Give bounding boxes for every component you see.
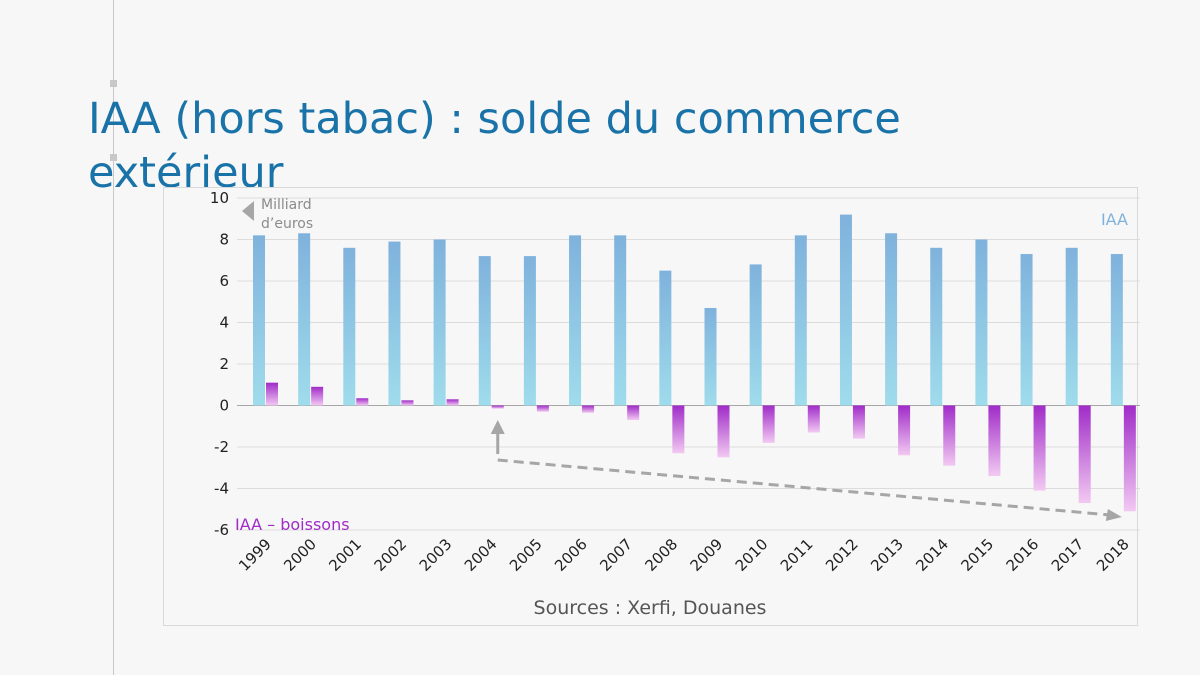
- x-tick-label: 2003: [416, 535, 456, 575]
- bar-iaa: [523, 256, 536, 406]
- x-tick-label: 1999: [235, 535, 275, 575]
- bar-boissons: [898, 405, 911, 456]
- bar-boissons: [852, 405, 865, 439]
- x-tick-label: 2008: [641, 535, 681, 575]
- bar-boissons: [491, 405, 504, 409]
- bar-iaa: [839, 214, 852, 406]
- bar-iaa: [749, 264, 762, 406]
- arrow-up-icon: [490, 420, 505, 434]
- x-tick-label: 2016: [1003, 535, 1043, 575]
- x-tick-label: 2014: [912, 535, 952, 575]
- y-tick-label: 6: [219, 272, 229, 290]
- x-tick-label: 2015: [957, 535, 997, 575]
- bar-iaa: [253, 235, 265, 406]
- bar-iaa: [343, 247, 356, 406]
- series-label-boissons: IAA – boissons: [235, 515, 350, 534]
- x-tick-label: 2018: [1093, 535, 1133, 575]
- bar-iaa: [614, 235, 627, 406]
- bar-iaa: [1020, 254, 1033, 406]
- bar-iaa: [298, 233, 311, 406]
- bar-boissons: [582, 405, 595, 413]
- bar-boissons: [311, 386, 324, 406]
- x-tick-label: 2005: [506, 535, 546, 575]
- y-tick-label: 8: [219, 231, 229, 249]
- y-tick-label: -6: [214, 521, 229, 539]
- x-tick-label: 2012: [822, 535, 862, 575]
- bar-boissons: [401, 400, 414, 406]
- bar-iaa: [478, 256, 491, 406]
- y-axis-unit-label: Milliard: [261, 197, 312, 213]
- y-tick-label: -2: [214, 438, 229, 456]
- x-tick-label: 2009: [687, 535, 727, 575]
- slide-guide-line: [113, 0, 114, 675]
- slide-title: IAA (hors tabac) : solde du commerce ext…: [88, 94, 901, 198]
- bar-iaa: [704, 307, 717, 406]
- chart-source: Sources : Xerfi, Douanes: [533, 597, 767, 619]
- bar-iaa: [659, 270, 672, 406]
- x-tick-label: 2002: [371, 535, 411, 575]
- bar-iaa: [975, 239, 988, 406]
- x-tick-label: 2007: [596, 535, 636, 575]
- bar-boissons: [717, 405, 730, 458]
- bar-boissons: [988, 405, 1001, 477]
- bar-boissons: [536, 405, 549, 412]
- y-tick-label: 2: [219, 355, 229, 373]
- bar-boissons: [762, 405, 775, 443]
- bar-boissons: [356, 398, 369, 406]
- y-tick-label: -4: [214, 480, 229, 498]
- series-label-iaa: IAA: [1101, 210, 1128, 229]
- bar-iaa: [794, 235, 807, 406]
- bar-iaa: [388, 241, 401, 406]
- y-tick-label: 10: [210, 189, 229, 207]
- slide-guide-marker: [110, 154, 117, 161]
- x-tick-label: 2017: [1048, 535, 1088, 575]
- bar-iaa: [930, 247, 943, 406]
- bar-boissons: [807, 405, 820, 433]
- x-tick-label: 2013: [867, 535, 907, 575]
- bar-boissons: [1033, 405, 1046, 491]
- bar-boissons: [446, 399, 459, 406]
- bar-iaa: [885, 233, 898, 406]
- x-tick-label: 2000: [280, 535, 320, 575]
- bar-boissons: [943, 405, 956, 466]
- x-tick-label: 2006: [551, 535, 591, 575]
- x-tick-label: 2011: [777, 535, 817, 575]
- bar-boissons: [627, 405, 640, 421]
- bar-iaa: [1065, 247, 1078, 406]
- bar-iaa: [1110, 254, 1123, 406]
- arrow-right-icon: [1105, 509, 1122, 521]
- bar-boissons: [1078, 405, 1091, 504]
- x-tick-label: 2001: [325, 535, 365, 575]
- y-axis-unit-label: d’euros: [261, 216, 313, 232]
- x-tick-label: 2004: [461, 535, 501, 575]
- bar-iaa: [569, 235, 582, 406]
- y-tick-label: 4: [219, 314, 229, 332]
- axis-arrow-icon: [242, 201, 254, 221]
- trend-arrow-dashed: [497, 458, 1110, 517]
- bar-boissons: [266, 382, 278, 406]
- bar-iaa: [433, 239, 446, 406]
- y-tick-label: 0: [219, 397, 229, 415]
- bar-boissons: [672, 405, 685, 454]
- slide-guide-marker: [110, 80, 117, 87]
- bar-boissons: [1123, 405, 1136, 512]
- x-tick-label: 2010: [732, 535, 772, 575]
